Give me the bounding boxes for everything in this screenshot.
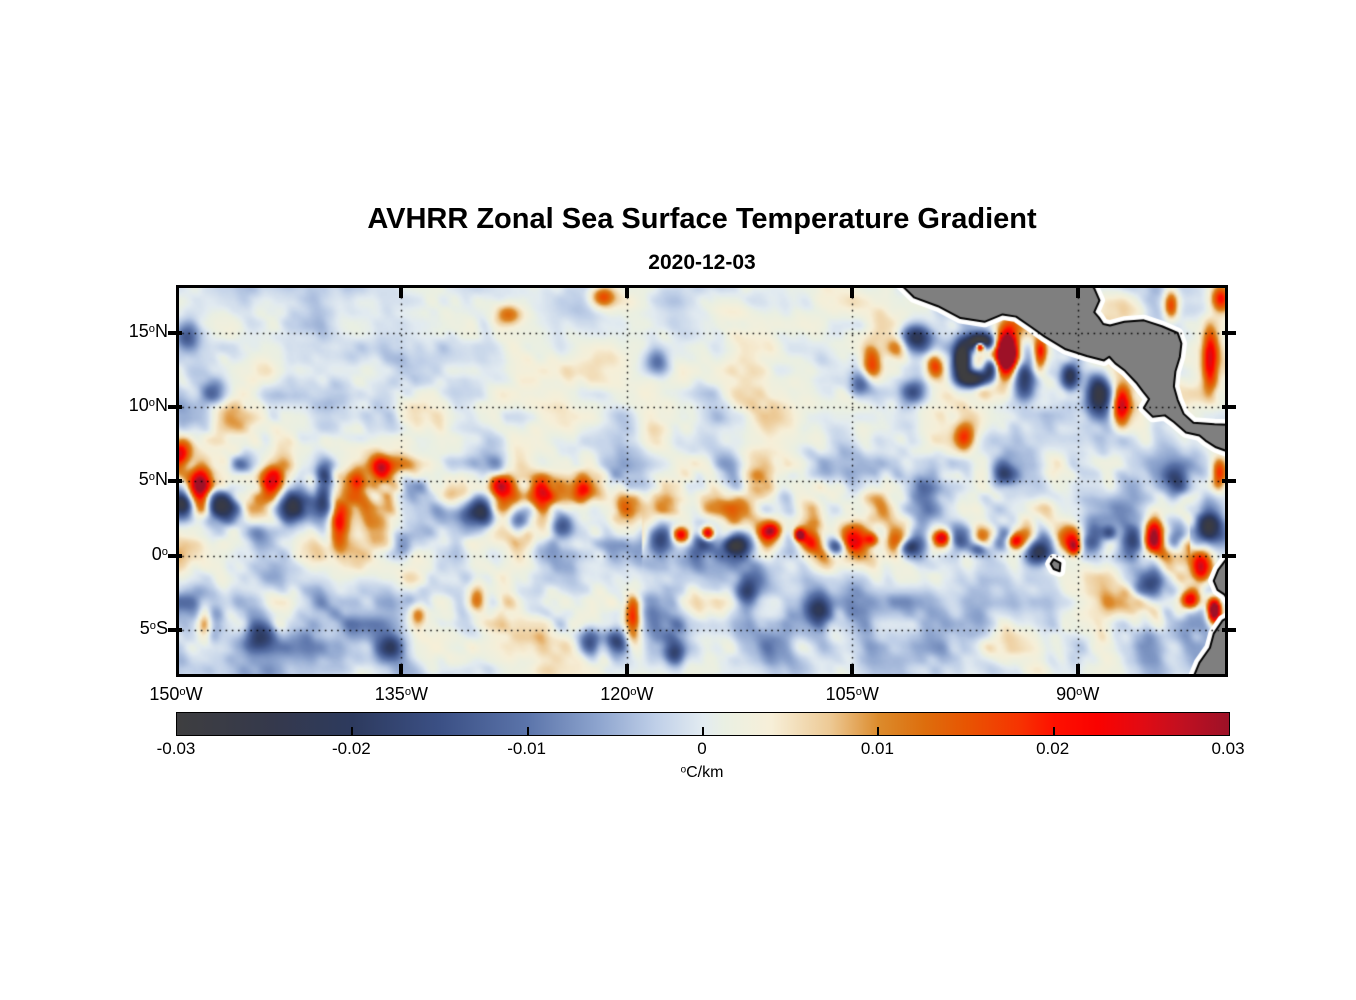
x-axis-tick-label: 90oW [1056, 684, 1100, 704]
y-axis-tick-label: 10oN [128, 395, 168, 416]
y-axis-tick-label: 5oN [138, 469, 168, 490]
colorbar-tick-mark [702, 727, 704, 735]
colorbar-tick-label: -0.02 [331, 739, 371, 758]
colorbar-tick-mark [1052, 727, 1055, 735]
x-axis-tick-label: 105oW [825, 684, 879, 704]
colorbar-tick-label: 0.01 [860, 739, 894, 758]
colorbar-tick-label: -0.03 [156, 739, 196, 758]
colorbar-units-label: oC/km [680, 764, 724, 781]
y-axis-tick-label: 5oS [139, 617, 168, 638]
y-axis-tick-label: 0o [151, 543, 168, 564]
colorbar-tick-label: 0.03 [1211, 739, 1245, 758]
x-axis-tick-label: 150oW [149, 684, 203, 704]
colorbar [176, 712, 1230, 736]
chart-title: AVHRR Zonal Sea Surface Temperature Grad… [367, 203, 1037, 235]
colorbar-tick-mark [526, 727, 529, 735]
colorbar-tick-mark [351, 727, 354, 735]
chart-subtitle: 2020-12-03 [648, 251, 756, 274]
map-overlay-land-grid [176, 285, 1228, 677]
colorbar-tick-label: 0.02 [1036, 739, 1070, 758]
x-axis-tick-label: 135oW [374, 684, 429, 704]
colorbar-tick-mark [877, 727, 880, 735]
colorbar-tick-label: 0 [697, 739, 707, 758]
x-axis-tick-label: 120oW [600, 684, 654, 704]
colorbar-tick-label: -0.01 [507, 739, 546, 758]
y-axis-tick-label: 15oN [128, 320, 168, 341]
map-plot-area [176, 285, 1228, 677]
